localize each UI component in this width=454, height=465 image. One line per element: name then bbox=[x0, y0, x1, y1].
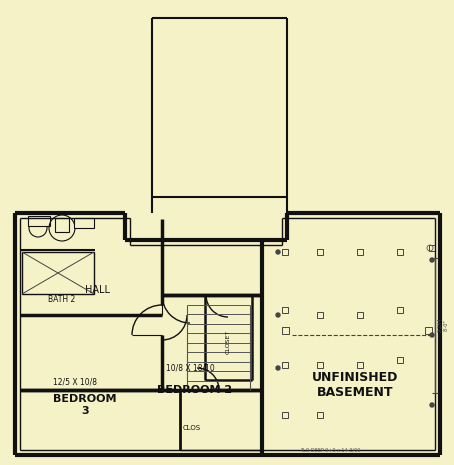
Text: BATH 2: BATH 2 bbox=[49, 295, 76, 305]
Text: UNFINISHED
BASEMENT: UNFINISHED BASEMENT bbox=[312, 371, 398, 399]
Bar bbox=[317, 312, 323, 318]
Circle shape bbox=[276, 313, 280, 317]
Bar bbox=[55, 218, 69, 232]
Bar bbox=[429, 245, 435, 251]
Bar bbox=[282, 412, 288, 418]
Bar bbox=[317, 249, 323, 255]
Bar bbox=[357, 312, 363, 318]
Bar bbox=[74, 218, 94, 228]
Text: 2-2X4
8'-0": 2-2X4 8'-0" bbox=[438, 318, 449, 332]
Bar bbox=[28, 216, 50, 226]
Bar bbox=[397, 307, 403, 313]
Bar bbox=[282, 249, 288, 255]
Bar bbox=[282, 307, 288, 313]
Circle shape bbox=[276, 366, 280, 370]
Bar bbox=[397, 357, 403, 363]
Circle shape bbox=[430, 333, 434, 337]
Bar bbox=[397, 249, 403, 255]
Bar bbox=[357, 362, 363, 368]
Text: 12/5 X 10/8: 12/5 X 10/8 bbox=[53, 378, 97, 386]
Text: BEDROOM 2: BEDROOM 2 bbox=[158, 385, 232, 395]
Bar bbox=[22, 252, 94, 294]
Bar bbox=[425, 327, 432, 334]
Bar bbox=[282, 327, 289, 334]
Bar bbox=[357, 249, 363, 255]
Bar bbox=[282, 362, 288, 368]
Bar bbox=[317, 362, 323, 368]
Bar bbox=[317, 412, 323, 418]
Circle shape bbox=[430, 403, 434, 407]
Text: 10/8 X 18/10: 10/8 X 18/10 bbox=[166, 364, 214, 372]
Circle shape bbox=[430, 258, 434, 262]
Circle shape bbox=[276, 250, 280, 254]
Text: CLOS: CLOS bbox=[183, 425, 201, 431]
Text: BEDROOM
3: BEDROOM 3 bbox=[53, 394, 117, 416]
Text: TLO DEEP 9+0 x 14-3/00: TLO DEEP 9+0 x 14-3/00 bbox=[300, 447, 360, 452]
Text: CLOSET: CLOSET bbox=[226, 330, 231, 354]
Text: HALL: HALL bbox=[85, 285, 110, 295]
